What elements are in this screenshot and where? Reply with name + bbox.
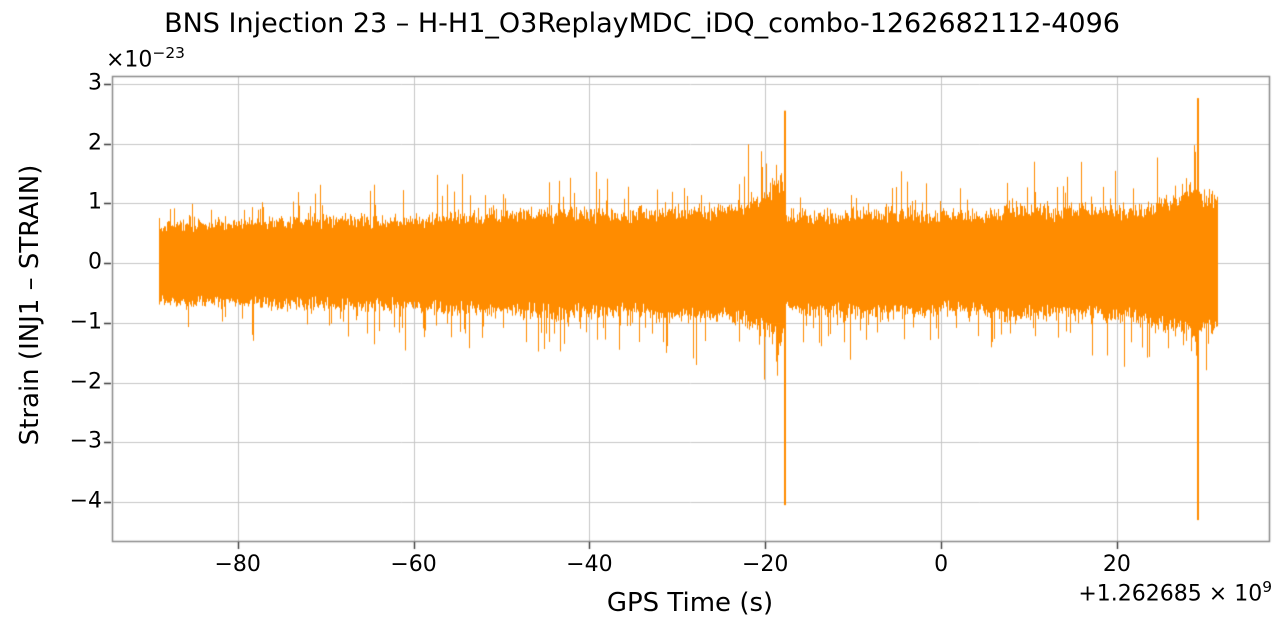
- x-tick-label: −60: [390, 552, 437, 577]
- x-axis-label: GPS Time (s): [606, 588, 774, 618]
- y-tick-label: 1: [88, 189, 102, 215]
- y-tick-label: −3: [69, 428, 102, 454]
- y-tick-label: 2: [88, 130, 102, 156]
- y-tick-label: −2: [69, 369, 102, 395]
- y-tick-label: 3: [88, 70, 102, 96]
- y-scale-base: ×10: [106, 47, 153, 73]
- x-tick-label: −20: [742, 552, 789, 577]
- x-tick-label: −40: [566, 552, 613, 577]
- x-tick-label: 20: [1102, 552, 1131, 577]
- x-tick-label: 0: [934, 552, 949, 577]
- x-offset-base: +1.262685 × 10: [1078, 581, 1263, 607]
- y-axis-scale-offset: ×10−23: [106, 44, 185, 72]
- y-tick-label: −1: [69, 309, 102, 335]
- x-tick-label: −80: [214, 552, 261, 577]
- y-scale-exponent: −23: [152, 44, 185, 62]
- y-tick-label: −4: [69, 488, 102, 514]
- x-axis-offset: +1.262685 × 109: [0, 578, 1272, 606]
- x-offset-exponent: 9: [1262, 578, 1272, 596]
- y-tick-label: 0: [88, 249, 102, 275]
- chart-title: BNS Injection 23 – H-H1_O3ReplayMDC_iDQ_…: [164, 8, 1120, 39]
